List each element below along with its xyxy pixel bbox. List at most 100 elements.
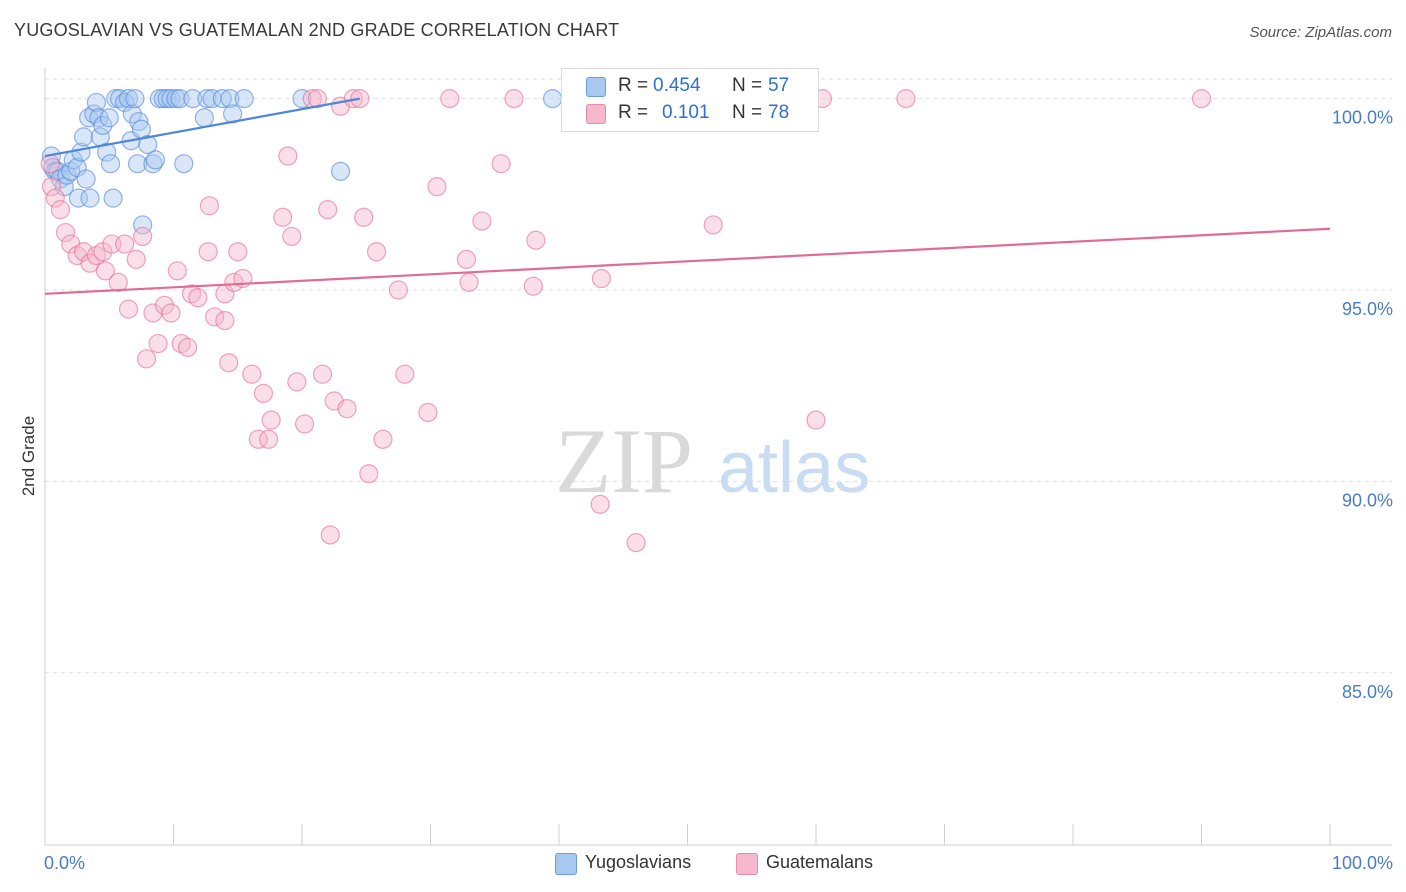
x-tick-label: 0.0% [44, 853, 85, 873]
trend-line-guatemalans [44, 227, 1331, 295]
data-point [55, 222, 76, 243]
legend-swatch-pink [736, 853, 758, 875]
legend-row-guatemalans: R = 0.101 N = 78 [562, 101, 818, 127]
data-point [136, 349, 157, 369]
data-point [395, 364, 415, 384]
data-point [1191, 89, 1212, 109]
data-point [456, 249, 477, 269]
watermark-zip: ZIP [555, 410, 693, 512]
data-point [212, 89, 232, 109]
data-point [343, 89, 363, 109]
data-point [318, 200, 338, 220]
y-tick-label: 100.0% [1332, 108, 1393, 128]
data-point [97, 142, 117, 162]
data-points [40, 89, 1212, 553]
data-point [80, 253, 100, 273]
legend-n-label: N = [732, 102, 763, 123]
data-point [133, 226, 153, 247]
series-yugoslavians [41, 89, 563, 235]
data-point [126, 249, 146, 269]
data-point [95, 261, 115, 281]
watermark: ZIP atlas [555, 410, 870, 512]
data-point [282, 226, 302, 247]
data-point [242, 364, 262, 384]
data-point [253, 383, 274, 403]
legend-r-value: 0.454 [653, 75, 701, 96]
data-point [273, 207, 293, 227]
data-point [80, 188, 100, 208]
data-point [703, 215, 723, 235]
stats-legend: R = 0.454 N = 57 R = 0.101 N = 78 [561, 68, 819, 132]
legend-r-label: R = [618, 75, 649, 96]
series-guatemalans [40, 89, 1212, 553]
data-point [373, 429, 393, 449]
data-point [50, 200, 71, 220]
data-point [366, 242, 387, 262]
legend-swatch-blue [555, 853, 577, 875]
data-point [40, 154, 60, 174]
data-point [41, 177, 62, 197]
trend-lines [44, 97, 1331, 295]
data-point [459, 272, 479, 292]
data-point [234, 89, 254, 109]
x-tick-label: 100.0% [1332, 853, 1393, 873]
data-point [312, 364, 333, 384]
y-tick-label: 90.0% [1342, 490, 1393, 510]
data-point [73, 242, 94, 262]
data-point [118, 299, 139, 319]
legend-label-yugoslavians: Yugoslavians [585, 852, 692, 872]
data-point [115, 92, 135, 113]
legend-r-label: R = [618, 102, 649, 123]
data-point [418, 402, 438, 423]
data-point [320, 525, 340, 545]
data-point [174, 154, 194, 174]
data-point [215, 311, 235, 331]
data-point [73, 127, 94, 147]
data-point [261, 410, 281, 430]
data-point [287, 372, 307, 392]
watermark-atlas: atlas [718, 428, 870, 508]
y-tick-label: 95.0% [1342, 299, 1393, 319]
data-point [100, 154, 121, 174]
data-point [278, 146, 298, 166]
data-point [167, 261, 187, 281]
data-point [129, 111, 149, 132]
data-point [197, 89, 217, 109]
legend-label-guatemalans: Guatemalans [766, 852, 874, 872]
data-point [220, 89, 240, 109]
data-point [307, 89, 328, 109]
data-point [491, 154, 511, 174]
data-point [228, 242, 248, 262]
legend-swatch-blue [586, 77, 606, 97]
data-point [118, 89, 139, 109]
data-point [205, 307, 225, 327]
data-point [93, 115, 113, 136]
data-point [103, 188, 123, 208]
data-point [626, 533, 646, 553]
data-point [68, 188, 89, 208]
data-point [115, 234, 135, 254]
y-tick-label: 85.0% [1342, 682, 1393, 702]
data-point [523, 276, 543, 296]
data-point [388, 280, 408, 300]
legend-swatch-pink [586, 104, 606, 124]
legend-r-value: 0.101 [662, 102, 710, 123]
data-point [806, 410, 826, 430]
data-point [337, 399, 357, 419]
chart-title: YUGOSLAVIAN VS GUATEMALAN 2ND GRADE CORR… [14, 20, 620, 40]
trend-line-yugoslavians [44, 97, 361, 158]
data-point [122, 104, 142, 124]
data-point [133, 215, 153, 235]
axes [44, 68, 1392, 846]
data-point [145, 150, 166, 170]
data-point [154, 295, 175, 315]
data-point [354, 207, 374, 227]
data-point [148, 333, 168, 354]
y-axis-label: 2nd Grade [19, 416, 38, 496]
data-point [292, 89, 312, 109]
data-point [896, 89, 916, 109]
source-label: Source: ZipAtlas.com [1249, 24, 1392, 41]
data-point [76, 169, 96, 189]
data-point [99, 108, 119, 128]
data-point [591, 268, 612, 289]
